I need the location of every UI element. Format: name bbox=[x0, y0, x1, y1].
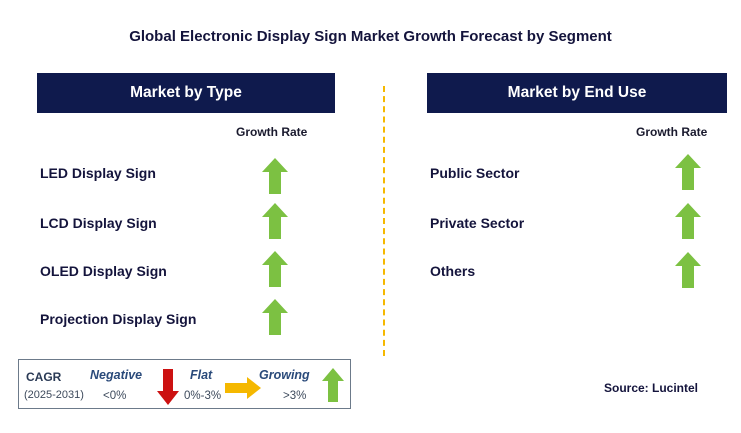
green-up-arrow-icon bbox=[262, 299, 288, 335]
end-use-row-label: Public Sector bbox=[430, 165, 520, 181]
type-panel-header: Market by Type bbox=[37, 73, 335, 113]
green-up-arrow-icon bbox=[675, 252, 701, 288]
green-up-arrow-icon bbox=[262, 251, 288, 287]
end-use-row-label: Private Sector bbox=[430, 215, 525, 231]
red-down-arrow-icon bbox=[157, 369, 179, 405]
type-row-label: LCD Display Sign bbox=[40, 215, 157, 231]
end-use-growth-rate-header: Growth Rate bbox=[636, 125, 708, 139]
legend-negative-range: <0% bbox=[103, 390, 127, 402]
legend-cagr-label: CAGR bbox=[26, 370, 62, 384]
green-up-arrow-icon bbox=[675, 154, 701, 190]
green-up-arrow-icon bbox=[675, 203, 701, 239]
type-row-label: OLED Display Sign bbox=[40, 263, 167, 279]
source-credit: Source: Lucintel bbox=[604, 381, 699, 395]
type-growth-rate-header: Growth Rate bbox=[236, 125, 308, 139]
green-up-arrow-icon bbox=[262, 158, 288, 194]
legend-growing-label: Growing bbox=[259, 368, 310, 382]
legend-flat-label: Flat bbox=[190, 368, 213, 382]
end-use-panel-header: Market by End Use bbox=[427, 73, 727, 113]
legend-flat-range: 0%-3% bbox=[184, 390, 222, 402]
green-up-arrow-icon bbox=[262, 203, 288, 239]
legend-period: (2025-2031) bbox=[24, 389, 84, 401]
end-use-row-label: Others bbox=[430, 263, 476, 279]
yellow-right-arrow-icon bbox=[225, 377, 261, 399]
page-title: Global Electronic Display Sign Market Gr… bbox=[129, 28, 612, 45]
type-row-label: LED Display Sign bbox=[40, 165, 156, 181]
panel-divider bbox=[383, 86, 385, 356]
legend-growing-range: >3% bbox=[283, 390, 307, 402]
legend-negative-label: Negative bbox=[90, 368, 143, 382]
cagr-legend: CAGR (2025-2031) Negative <0% Flat 0%-3%… bbox=[18, 359, 351, 409]
green-up-arrow-icon bbox=[322, 368, 344, 402]
type-row-label: Projection Display Sign bbox=[40, 311, 197, 327]
